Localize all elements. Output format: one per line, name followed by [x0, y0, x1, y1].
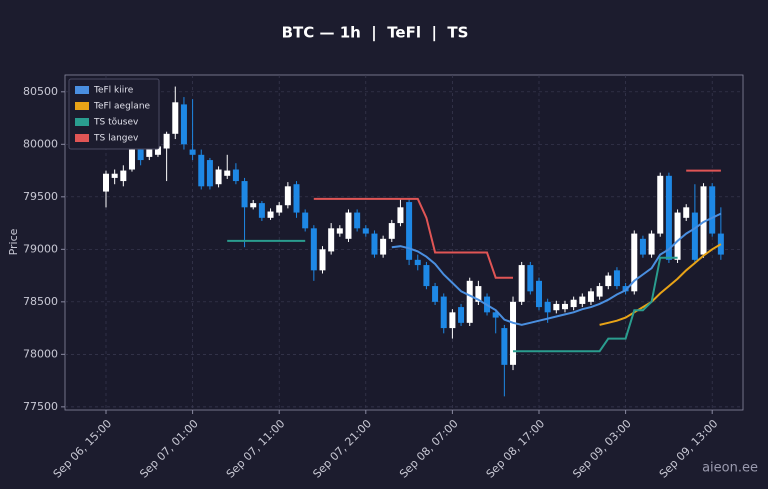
legend-box — [68, 78, 160, 150]
legend-label: TS langev — [93, 134, 139, 144]
candle-body — [397, 207, 404, 224]
series-line — [313, 169, 721, 279]
candle-body — [146, 148, 153, 157]
candle-body — [189, 149, 196, 155]
series-line — [599, 243, 722, 326]
candle-body — [215, 169, 222, 185]
candle-body — [622, 286, 629, 292]
series-line — [227, 239, 678, 353]
candle-body — [700, 186, 707, 255]
candle-body — [449, 312, 456, 329]
candle-body — [258, 203, 265, 218]
watermark: aieon.ee — [702, 461, 758, 476]
candle-body — [345, 212, 352, 239]
candle-body — [579, 296, 586, 304]
candle-body — [232, 169, 239, 182]
legend-label: TeFl aeglane — [93, 102, 151, 112]
candle-body — [518, 265, 525, 302]
y-tick-label: 79000 — [23, 242, 58, 255]
candle-body — [302, 212, 309, 229]
candle-body — [103, 173, 109, 192]
legend-swatch — [75, 102, 89, 110]
candle-body — [388, 223, 395, 239]
candle-body — [336, 228, 343, 234]
candle-body — [674, 212, 681, 260]
y-tick-label: 78000 — [23, 347, 58, 360]
y-tick-label: 80000 — [23, 137, 58, 150]
candle-body — [198, 154, 205, 187]
candle-body — [180, 104, 187, 145]
candle-body — [172, 102, 179, 134]
candle-body — [657, 175, 664, 234]
candle-body — [458, 307, 465, 323]
candle-body — [570, 299, 577, 308]
candle-body — [691, 212, 698, 260]
candle-body — [648, 233, 655, 255]
candle-body — [111, 173, 118, 178]
candle-body — [328, 228, 335, 252]
legend: TeFl kiire TeFl aeglane TS tõusev TS langev — [68, 78, 160, 150]
candle-body — [284, 186, 291, 206]
candle-body — [423, 265, 430, 287]
legend-swatch — [75, 134, 89, 142]
legend-label: TS tõusev — [93, 118, 139, 128]
candle-body — [510, 301, 517, 365]
candle-body — [492, 312, 499, 318]
candle-body — [414, 259, 421, 266]
candle-body — [250, 203, 257, 208]
candle-body — [267, 211, 274, 218]
candle-body — [709, 186, 716, 234]
y-axis-label: Price — [7, 228, 20, 255]
candle-body — [137, 149, 144, 161]
candle-body — [154, 146, 161, 155]
candle-body — [224, 170, 231, 176]
candle-body — [605, 275, 612, 287]
candle-body — [120, 170, 127, 182]
candle-body — [639, 238, 646, 255]
candle-body — [206, 160, 213, 187]
candle-body — [631, 233, 638, 292]
candle-body — [128, 149, 135, 170]
chart-title: BTC — 1h | TeFl | TS — [282, 24, 469, 43]
candle-body — [665, 175, 672, 260]
candle-body — [319, 249, 326, 271]
candle-body — [596, 286, 603, 297]
candle-body — [276, 205, 283, 213]
y-tick-label: 79500 — [23, 190, 58, 203]
y-tick-label: 80500 — [23, 85, 58, 98]
candle-body — [561, 303, 568, 310]
candle-body — [527, 265, 534, 292]
candle-body — [163, 133, 170, 149]
legend-swatch — [75, 86, 89, 94]
candle-body — [587, 291, 594, 302]
candle-body — [475, 286, 482, 302]
candle-body — [501, 328, 508, 365]
candle-body — [544, 301, 551, 313]
candle-body — [241, 181, 248, 208]
candle-body — [371, 233, 378, 255]
y-tick-label: 77500 — [23, 400, 58, 413]
candle-body — [466, 280, 473, 323]
candle-body — [354, 212, 361, 229]
candle-body — [613, 270, 620, 287]
candle-body — [432, 286, 439, 302]
series-line — [391, 212, 722, 326]
candle-body — [536, 280, 542, 308]
candle-body — [406, 202, 413, 260]
y-tick-label: 78500 — [23, 295, 58, 308]
candle-body — [683, 207, 690, 218]
candle-body — [440, 296, 447, 329]
candle-body — [362, 228, 369, 234]
candle-body — [293, 184, 300, 213]
candle-body — [553, 303, 560, 311]
candle-body — [310, 228, 317, 271]
legend-label: TeFl kiire — [93, 86, 134, 96]
legend-swatch — [75, 118, 89, 126]
candle-body — [380, 238, 387, 255]
